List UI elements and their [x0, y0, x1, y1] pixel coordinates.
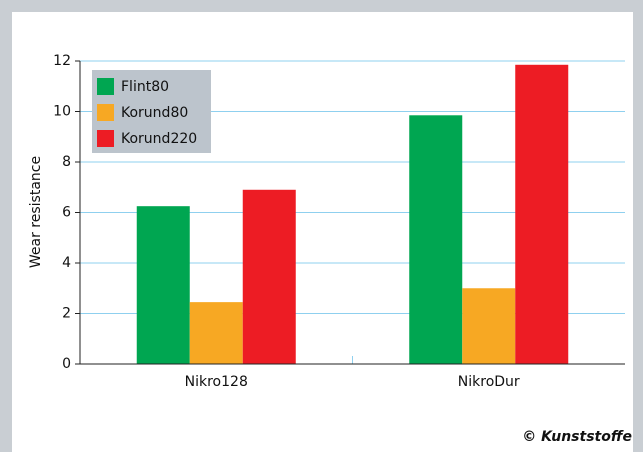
y-tick-label: 10 [53, 104, 71, 120]
bar [409, 115, 463, 364]
bar [242, 189, 296, 364]
y-tick-label: 0 [62, 356, 71, 372]
legend-swatch [97, 130, 114, 147]
x-tick-label: NikroDur [458, 374, 520, 390]
legend-label: Flint80 [121, 79, 169, 95]
legend-label: Korund220 [121, 131, 197, 147]
y-tick-label: 2 [62, 306, 71, 322]
y-tick-label: 12 [53, 53, 71, 69]
y-tick-label: 4 [62, 255, 71, 271]
bar [136, 206, 190, 364]
y-axis-label: Wear resistance [28, 156, 44, 268]
legend-label: Korund80 [121, 105, 188, 121]
legend-swatch [97, 78, 114, 95]
x-tick-label: Nikro128 [185, 374, 248, 390]
bar [462, 288, 516, 364]
y-tick-label: 6 [62, 205, 71, 221]
legend-swatch [97, 104, 114, 121]
bar [189, 302, 243, 364]
y-tick-label: 8 [62, 154, 71, 170]
bar [515, 64, 569, 364]
credit: © Kunststoffe [522, 429, 632, 445]
